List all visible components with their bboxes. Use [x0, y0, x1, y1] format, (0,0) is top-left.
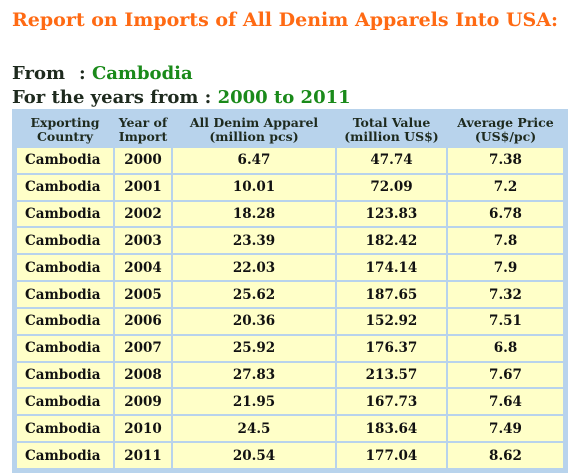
table-row: Cambodia 2007 25.92 176.37 6.8 [17, 335, 563, 361]
cell-country: Cambodia [17, 362, 113, 388]
cell-average-price: 7.2 [448, 174, 563, 200]
cell-quantity: 20.36 [173, 308, 335, 334]
table-header-row: Exporting Country Year of Import All Den… [17, 114, 563, 146]
cell-quantity: 25.62 [173, 282, 335, 307]
cell-year: 2009 [115, 389, 171, 415]
cell-country: Cambodia [17, 335, 113, 361]
cell-year: 2007 [115, 335, 171, 361]
cell-year: 2004 [115, 255, 171, 281]
cell-average-price: 7.64 [448, 389, 563, 415]
cell-year: 2010 [115, 416, 171, 442]
cell-average-price: 7.38 [448, 148, 563, 173]
cell-quantity: 10.01 [173, 174, 335, 200]
imports-table-container: Exporting Country Year of Import All Den… [12, 109, 568, 473]
table-row: Cambodia 2004 22.03 174.14 7.9 [17, 255, 563, 281]
cell-total-value: 174.14 [337, 255, 446, 281]
cell-average-price: 8.62 [448, 443, 563, 468]
cell-country: Cambodia [17, 389, 113, 415]
cell-total-value: 123.83 [337, 201, 446, 227]
cell-average-price: 7.49 [448, 416, 563, 442]
table-row: Cambodia 2008 27.83 213.57 7.67 [17, 362, 563, 388]
cell-country: Cambodia [17, 282, 113, 307]
cell-quantity: 27.83 [173, 362, 335, 388]
cell-quantity: 24.5 [173, 416, 335, 442]
cell-country: Cambodia [17, 443, 113, 468]
from-label: From [12, 63, 65, 84]
cell-quantity: 23.39 [173, 228, 335, 254]
cell-average-price: 7.32 [448, 282, 563, 307]
cell-total-value: 187.65 [337, 282, 446, 307]
cell-year: 2000 [115, 148, 171, 173]
table-row: Cambodia 2001 10.01 72.09 7.2 [17, 174, 563, 200]
cell-year: 2011 [115, 443, 171, 468]
from-country-value: Cambodia [91, 63, 193, 84]
cell-quantity: 18.28 [173, 201, 335, 227]
header-average-price: Average Price (US$/pc) [448, 114, 563, 146]
table-row: Cambodia 2003 23.39 182.42 7.8 [17, 228, 563, 254]
years-range-value: 2000 to 2011 [217, 87, 351, 108]
header-exporting-country: Exporting Country [17, 114, 113, 146]
cell-average-price: 6.78 [448, 201, 563, 227]
header-year-of-import: Year of Import [115, 114, 171, 146]
cell-total-value: 182.42 [337, 228, 446, 254]
cell-average-price: 7.8 [448, 228, 563, 254]
cell-country: Cambodia [17, 255, 113, 281]
table-row: Cambodia 2000 6.47 47.74 7.38 [17, 148, 563, 173]
report-title: Report on Imports of All Denim Apparels … [12, 9, 559, 31]
table-row: Cambodia 2002 18.28 123.83 6.78 [17, 201, 563, 227]
cell-average-price: 7.51 [448, 308, 563, 334]
cell-country: Cambodia [17, 228, 113, 254]
table-row: Cambodia 2006 20.36 152.92 7.51 [17, 308, 563, 334]
cell-country: Cambodia [17, 308, 113, 334]
cell-country: Cambodia [17, 416, 113, 442]
cell-average-price: 7.9 [448, 255, 563, 281]
cell-year: 2001 [115, 174, 171, 200]
cell-average-price: 6.8 [448, 335, 563, 361]
cell-average-price: 7.67 [448, 362, 563, 388]
cell-total-value: 47.74 [337, 148, 446, 173]
cell-quantity: 20.54 [173, 443, 335, 468]
from-line: From: Cambodia [12, 63, 193, 84]
cell-total-value: 72.09 [337, 174, 446, 200]
table-row: Cambodia 2011 20.54 177.04 8.62 [17, 443, 563, 468]
cell-year: 2003 [115, 228, 171, 254]
table-row: Cambodia 2009 21.95 167.73 7.64 [17, 389, 563, 415]
from-separator: : [79, 63, 86, 84]
cell-year: 2002 [115, 201, 171, 227]
cell-total-value: 176.37 [337, 335, 446, 361]
years-line: For the years from : 2000 to 2011 [12, 87, 351, 108]
cell-quantity: 6.47 [173, 148, 335, 173]
header-denim-apparel: All Denim Apparel (million pcs) [173, 114, 335, 146]
cell-year: 2008 [115, 362, 171, 388]
cell-total-value: 177.04 [337, 443, 446, 468]
cell-country: Cambodia [17, 201, 113, 227]
cell-total-value: 167.73 [337, 389, 446, 415]
cell-total-value: 213.57 [337, 362, 446, 388]
cell-year: 2005 [115, 282, 171, 307]
table-row: Cambodia 2010 24.5 183.64 7.49 [17, 416, 563, 442]
cell-year: 2006 [115, 308, 171, 334]
cell-total-value: 183.64 [337, 416, 446, 442]
header-total-value: Total Value (million US$) [337, 114, 446, 146]
cell-quantity: 22.03 [173, 255, 335, 281]
imports-table: Exporting Country Year of Import All Den… [15, 112, 565, 470]
cell-quantity: 21.95 [173, 389, 335, 415]
years-label: For the years from : [12, 87, 212, 108]
table-row: Cambodia 2005 25.62 187.65 7.32 [17, 282, 563, 307]
cell-total-value: 152.92 [337, 308, 446, 334]
cell-country: Cambodia [17, 148, 113, 173]
cell-quantity: 25.92 [173, 335, 335, 361]
cell-country: Cambodia [17, 174, 113, 200]
